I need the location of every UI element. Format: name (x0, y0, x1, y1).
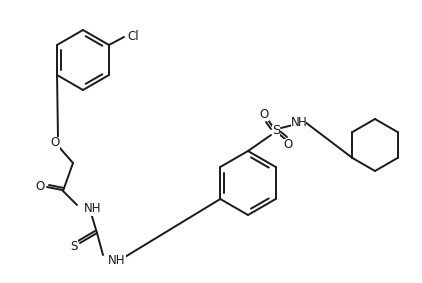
Text: Cl: Cl (127, 31, 139, 44)
Text: NH: NH (84, 203, 102, 215)
Text: N: N (291, 117, 299, 130)
Text: S: S (70, 239, 78, 252)
Text: O: O (35, 179, 45, 192)
Text: S: S (272, 125, 280, 138)
Text: O: O (284, 138, 292, 151)
Text: O: O (50, 136, 60, 149)
Text: H: H (298, 117, 306, 130)
Text: O: O (260, 108, 269, 121)
Text: NH: NH (108, 254, 125, 267)
